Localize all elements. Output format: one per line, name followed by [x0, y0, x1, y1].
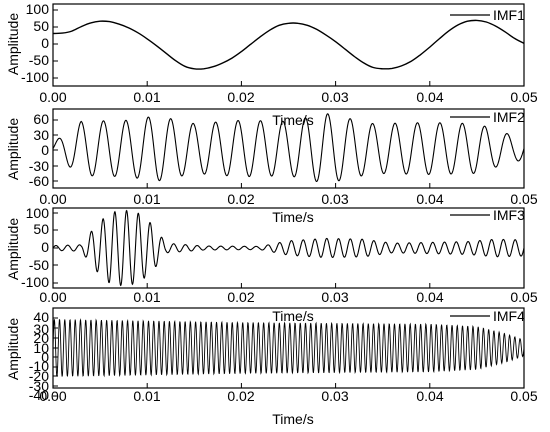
- panel-imf4-xtick: 0.01: [133, 388, 160, 404]
- panel-imf3-ytick: 100: [26, 205, 50, 221]
- panel-imf3-xtick: 0.02: [227, 289, 254, 305]
- panel-imf4-ytick: -30: [29, 378, 49, 394]
- panel-imf4-legend-label: IMF4: [493, 308, 525, 324]
- panel-imf4-ytick: 10: [33, 340, 49, 356]
- panel-imf2-xtick: 0.05: [510, 191, 537, 207]
- panel-imf4-ytick: -40: [29, 387, 49, 403]
- panel-imf3: Amplitude 100 50 0 -50 -100 0.00 0.01 0.…: [5, 205, 538, 324]
- panel-imf2-xtick: 0.01: [133, 191, 160, 207]
- panel-imf2-ytick: -60: [29, 173, 49, 189]
- panel-imf3-ytick: -50: [29, 257, 49, 273]
- panel-imf1-xtick: 0.03: [321, 89, 348, 105]
- panel-imf2-xlabel: Time/s: [272, 209, 313, 225]
- panel-imf3-xtick: 0.05: [510, 289, 537, 305]
- panel-imf3-ylabel: Amplitude: [5, 218, 21, 280]
- panel-imf4-ytick: 40: [33, 309, 49, 325]
- panel-imf1-ytick: -100: [21, 69, 49, 85]
- panel-imf1-xtick: 0.00: [39, 89, 66, 105]
- panel-imf4-ytick: 0: [41, 349, 49, 365]
- panel-imf1-xtick: 0.01: [133, 89, 160, 105]
- panel-imf2-ytick: 0: [41, 142, 49, 158]
- panel-imf3-ytick: 0: [41, 239, 49, 255]
- panel-imf1-xtick: 0.02: [227, 89, 254, 105]
- panel-imf4-xtick: 0.02: [227, 388, 254, 404]
- panel-imf1-ytick: 0: [41, 35, 49, 51]
- panel-imf4-ytick: 30: [33, 321, 49, 337]
- panel-imf2-ytick: 60: [33, 111, 49, 127]
- panel-imf3-ytick: -100: [21, 274, 49, 290]
- panel-imf1-xtick: 0.04: [416, 89, 443, 105]
- panel-imf2-xtick: 0.00: [39, 191, 66, 207]
- panel-imf1-ytick: 50: [33, 18, 49, 34]
- imf4-series-line: [52, 318, 525, 378]
- panel-1-frame: [52, 3, 525, 87]
- panel-imf1-ytick: -50: [29, 52, 49, 68]
- panel-imf4-ylabel: Amplitude: [5, 318, 21, 380]
- panel-imf4-ytick: 20: [33, 330, 49, 346]
- panel-imf1: Amplitude 100 50 0 -50 -100 0.00 0.01 0.…: [5, 1, 538, 128]
- panel-imf3-xtick: 0.00: [39, 289, 66, 305]
- panel-imf4-xtick: 0.05: [510, 388, 537, 404]
- panel-imf2-ytick: 30: [33, 127, 49, 143]
- panel-imf3-xtick: 0.03: [321, 289, 348, 305]
- panel-imf1-ytick: 100: [26, 1, 50, 17]
- panel-imf4-ytick: -20: [29, 368, 49, 384]
- panel-imf4-xtick: 0.04: [416, 388, 443, 404]
- panel-imf2-legend-label: IMF2: [493, 109, 525, 125]
- panel-imf3-legend-label: IMF3: [493, 207, 525, 223]
- imf3-series-line: [52, 209, 525, 287]
- panel-imf4-ytick: -10: [29, 358, 49, 374]
- panel-imf1-xtick: 0.05: [510, 89, 537, 105]
- imf2-series-line: [52, 113, 525, 183]
- panel-imf2-xtick: 0.04: [416, 191, 443, 207]
- panel-imf3-xtick: 0.04: [416, 289, 443, 305]
- panel-imf1-ylabel: Amplitude: [5, 13, 21, 75]
- panel-imf2-xtick: 0.03: [321, 191, 348, 207]
- panel-imf2-ylabel: Amplitude: [5, 118, 21, 180]
- panel-imf2: Amplitude 60 30 0 -30 -60 0.00 0.01 0.02…: [5, 109, 538, 225]
- panel-imf3-ytick: 50: [33, 221, 49, 237]
- panel-imf2-ytick: -30: [29, 158, 49, 174]
- imf1-series-line: [52, 19, 525, 70]
- panel-imf2-xtick: 0.02: [227, 191, 254, 207]
- panel-imf4-xtick: 0.03: [321, 388, 348, 404]
- panel-imf3-xtick: 0.01: [133, 289, 160, 305]
- panel-imf1-legend-label: IMF1: [493, 7, 525, 23]
- panel-imf4-xlabel: Time/s: [272, 411, 313, 427]
- panel-imf3-xlabel: Time/s: [272, 308, 313, 324]
